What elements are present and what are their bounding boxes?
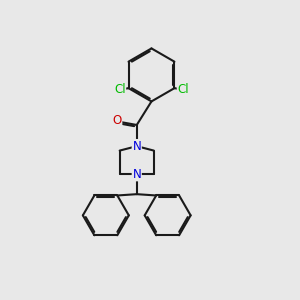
Text: Cl: Cl [177, 83, 189, 96]
Text: N: N [132, 140, 141, 153]
Text: Cl: Cl [114, 83, 125, 96]
Text: O: O [112, 114, 122, 127]
Text: N: N [132, 168, 141, 181]
